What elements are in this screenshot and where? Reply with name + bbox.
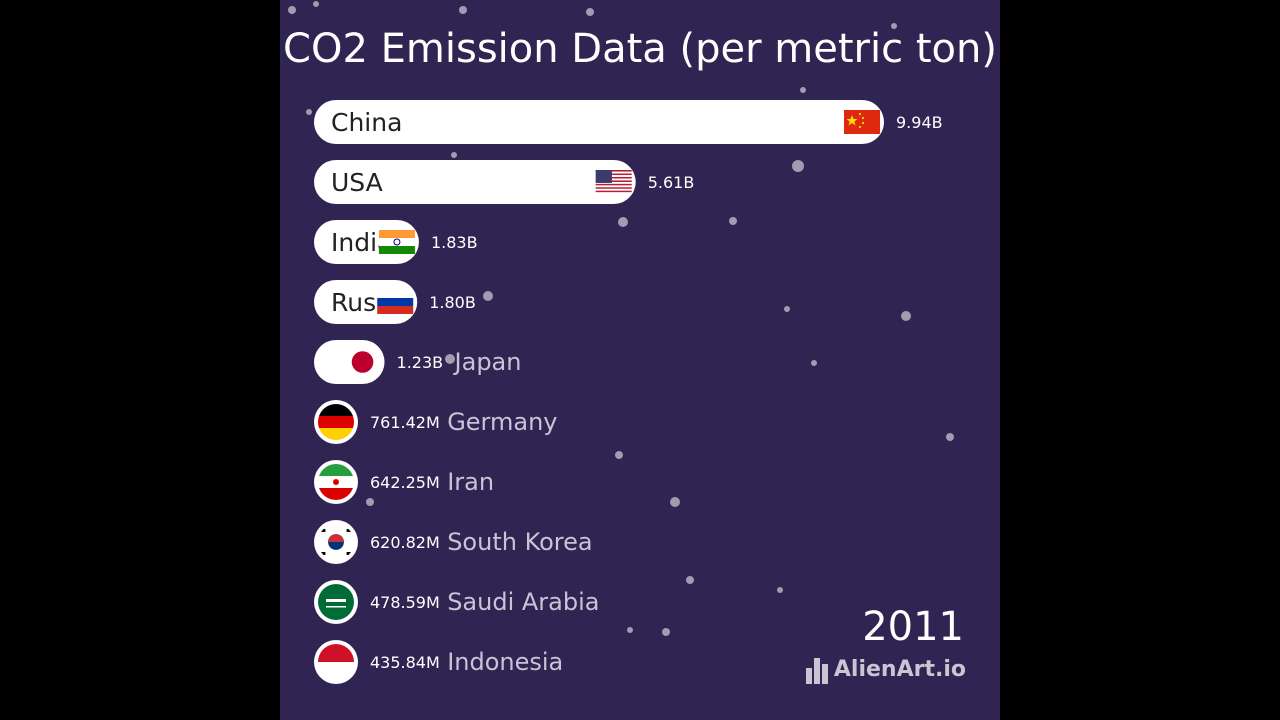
saudi-arabia-flag-icon <box>318 584 354 620</box>
bar-group: 642.25M Iran <box>314 460 494 504</box>
value-label: 435.84M <box>370 653 440 672</box>
background-dot <box>288 6 296 14</box>
bar-group: 761.42M Germany <box>314 400 558 444</box>
bar-group: 1.23B Japan <box>314 340 521 384</box>
category-label: Germany <box>447 408 557 436</box>
background-dot <box>313 1 319 7</box>
background-dot <box>891 23 897 29</box>
bar-name-label: Russia <box>331 288 411 317</box>
bar-group: 620.82M South Korea <box>314 520 593 564</box>
background-dot <box>615 451 623 459</box>
bar-name-label: USA <box>331 168 383 197</box>
background-dot <box>729 217 737 225</box>
bar-name-label: China <box>331 108 402 137</box>
background-dot <box>451 152 457 158</box>
bar-group: India 1.83B <box>314 220 478 264</box>
background-dot <box>800 87 806 93</box>
background-dot <box>811 360 817 366</box>
background-dot <box>483 291 493 301</box>
russia-flag-icon <box>377 290 414 314</box>
category-label: Iran <box>447 468 494 496</box>
background-dot <box>686 576 694 584</box>
background-dot <box>366 498 374 506</box>
background-dot <box>777 587 783 593</box>
background-dot <box>618 217 628 227</box>
background-dot <box>901 311 911 321</box>
bar-group: 435.84M Indonesia <box>314 640 563 684</box>
background-dots <box>288 1 954 636</box>
iran-flag-icon <box>318 464 354 500</box>
bar-group: China 9.94B <box>314 100 943 144</box>
background-dot <box>459 6 467 14</box>
south-korea-flag-icon <box>318 524 354 560</box>
category-label: Japan <box>453 348 522 376</box>
japan-flag-icon <box>344 344 381 380</box>
watermark-text: AlienArt.io <box>833 656 966 682</box>
value-label: 9.94B <box>896 113 943 132</box>
usa-flag-icon <box>595 170 632 194</box>
watermark: AlienArt.io <box>805 654 966 684</box>
indonesia-flag-icon <box>318 644 354 680</box>
bar <box>314 100 884 144</box>
bar-group: USA 5.61B <box>314 160 694 204</box>
category-label: South Korea <box>447 528 592 556</box>
value-label: 1.83B <box>431 233 478 252</box>
background-dot <box>586 8 594 16</box>
value-label: 642.25M <box>370 473 440 492</box>
chart-panel: CO2 Emission Data (per metric ton) China… <box>280 0 1000 720</box>
bar-group: 478.59M Saudi Arabia <box>314 580 599 624</box>
value-label: 478.59M <box>370 593 440 612</box>
china-flag-icon <box>844 110 880 134</box>
bar <box>314 160 636 204</box>
bar-group: Russia 1.80B <box>314 280 476 324</box>
category-label: Indonesia <box>447 648 563 676</box>
alienart-logo-icon <box>805 658 828 684</box>
value-label: 5.61B <box>648 173 695 192</box>
value-label: 1.80B <box>429 293 476 312</box>
background-dot <box>662 628 670 636</box>
background-dot <box>946 433 954 441</box>
chart-title: CO2 Emission Data (per metric ton) <box>283 26 997 72</box>
bar-name-label: India <box>331 228 392 257</box>
background-dot <box>670 497 680 507</box>
bar-chart: China 9.94B USA 5.61B India 1.83B Russia 1.80B 1… <box>314 100 943 684</box>
background-dot <box>627 627 633 633</box>
background-dot <box>792 160 804 172</box>
value-label: 1.23B <box>397 353 444 372</box>
background-dot <box>306 109 312 115</box>
year-label: 2011 <box>862 604 964 650</box>
background-dot <box>784 306 790 312</box>
value-label: 620.82M <box>370 533 440 552</box>
category-label: Saudi Arabia <box>447 588 599 616</box>
india-flag-icon <box>378 230 415 254</box>
background-dot <box>445 354 455 364</box>
value-label: 761.42M <box>370 413 440 432</box>
germany-flag-icon <box>318 404 354 440</box>
